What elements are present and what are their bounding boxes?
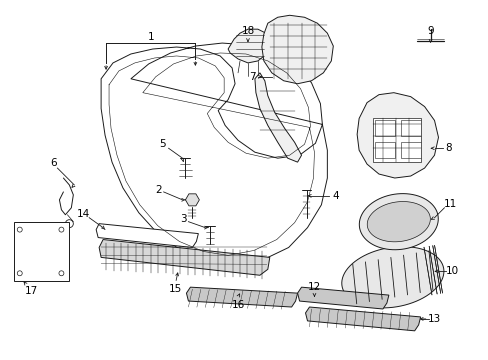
Text: 2: 2: [155, 185, 162, 195]
Polygon shape: [254, 73, 301, 162]
Text: 7: 7: [248, 72, 255, 82]
Polygon shape: [359, 194, 437, 250]
Polygon shape: [185, 194, 199, 206]
Circle shape: [17, 271, 22, 276]
Bar: [400, 121, 420, 136]
Text: 5: 5: [159, 139, 165, 149]
Circle shape: [65, 220, 73, 228]
Polygon shape: [101, 43, 326, 264]
Polygon shape: [372, 118, 420, 162]
Text: 16: 16: [231, 300, 244, 310]
Text: 13: 13: [427, 314, 440, 324]
Text: 4: 4: [331, 191, 338, 201]
Polygon shape: [341, 247, 443, 308]
Bar: [374, 142, 394, 158]
Text: 3: 3: [180, 214, 186, 224]
Text: 9: 9: [427, 26, 433, 36]
Circle shape: [17, 227, 22, 232]
Text: 1: 1: [147, 32, 154, 42]
Circle shape: [59, 271, 64, 276]
Polygon shape: [186, 287, 297, 307]
Text: 6: 6: [50, 158, 57, 168]
Polygon shape: [99, 239, 269, 275]
Text: 18: 18: [241, 26, 254, 36]
Text: 15: 15: [168, 284, 182, 294]
Circle shape: [59, 227, 64, 232]
Polygon shape: [262, 15, 333, 84]
Polygon shape: [366, 202, 429, 242]
Text: 11: 11: [443, 199, 456, 209]
Text: 8: 8: [444, 143, 451, 153]
Text: 17: 17: [25, 286, 38, 296]
Polygon shape: [305, 307, 420, 331]
Bar: [374, 121, 394, 136]
Text: 14: 14: [77, 209, 90, 219]
Polygon shape: [228, 29, 269, 63]
Bar: [14, 222, 69, 281]
Text: 10: 10: [445, 266, 458, 276]
Bar: [400, 142, 420, 158]
Polygon shape: [96, 224, 198, 247]
Text: 12: 12: [307, 282, 321, 292]
Polygon shape: [356, 93, 438, 178]
Polygon shape: [297, 287, 388, 309]
